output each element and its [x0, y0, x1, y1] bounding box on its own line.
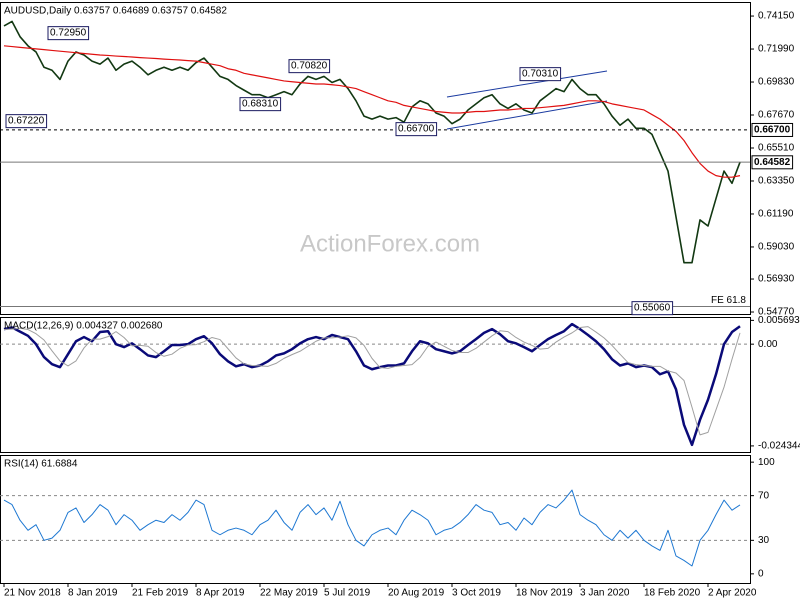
- series-group: [3, 322, 741, 447]
- label-box: [631, 301, 674, 316]
- x-tick-label: 20 Aug 2019: [388, 588, 445, 599]
- label-box: [519, 67, 562, 82]
- y-tick-label: 0.61190: [758, 209, 794, 220]
- panel-title: AUDUSD,Daily 0.63757 0.64689 0.63757 0.6…: [4, 6, 227, 17]
- annotation: 0.68310: [242, 99, 279, 110]
- x-tick-label: 21 Nov 2018: [4, 588, 61, 599]
- series-group: [3, 20, 741, 264]
- y-tick-label: 0.69830: [758, 77, 795, 88]
- y-tick-label: 0.74150: [758, 11, 795, 22]
- channel-line: [446, 100, 608, 130]
- x-tick-label: 8 Jan 2019: [68, 588, 118, 599]
- x-tick-label: 21 Feb 2019: [132, 588, 189, 599]
- label-box: [751, 122, 794, 137]
- y-tick-label: 0.65510: [758, 143, 795, 154]
- y-tick-label: 0.67670: [758, 110, 795, 121]
- series-line: [3, 45, 741, 178]
- y-tick-label: -0.024344: [758, 441, 800, 452]
- y-tick-label: 0.56930: [758, 274, 795, 285]
- panel-title: MACD(12,26,9) 0.004327 0.002680: [4, 321, 163, 332]
- x-tick-label: 3 Oct 2019: [452, 588, 501, 599]
- series-line: [3, 20, 741, 264]
- series-line: [3, 489, 741, 567]
- y-tick-label: 0.54770: [758, 307, 795, 318]
- x-tick-label: 18 Feb 2020: [644, 588, 701, 599]
- y-tick-label: 0: [758, 568, 764, 579]
- y-tick-label: 0.59030: [758, 242, 795, 253]
- level-label: 0.66700: [754, 124, 791, 135]
- label-box: [288, 59, 331, 74]
- y-tick-label: 70: [758, 490, 770, 501]
- watermark: ActionForex.com: [300, 230, 480, 257]
- channel-line: [446, 70, 608, 98]
- series-line: [3, 326, 741, 436]
- y-tick-label: 0.005693: [758, 315, 800, 326]
- level-label: FE 61.8: [711, 295, 746, 306]
- y-tick-label: 30: [758, 535, 770, 546]
- x-tick-label: 2 Apr 2020: [708, 588, 757, 599]
- label-box: [5, 114, 48, 129]
- x-tick-label: 22 May 2019: [260, 588, 318, 599]
- level-label: 0.64582: [754, 157, 791, 168]
- label-box: [751, 155, 794, 170]
- annotation: 0.72950: [50, 28, 87, 39]
- y-tick-label: 0.71990: [758, 44, 795, 55]
- x-tick-label: 18 Nov 2019: [516, 588, 573, 599]
- series-line: [3, 322, 741, 447]
- annotation: 0.70820: [291, 61, 328, 72]
- series-group: [3, 489, 741, 567]
- x-tick-label: 5 Jul 2019: [324, 588, 371, 599]
- x-tick-label: 8 Apr 2019: [196, 588, 245, 599]
- panel-frame: [0, 317, 751, 453]
- panel-title: RSI(14) 61.6884: [4, 459, 78, 470]
- y-tick-label: 0.63350: [758, 176, 795, 187]
- annotation: 0.70310: [522, 69, 559, 80]
- panel-frame: [0, 2, 751, 315]
- x-tick-label: 3 Jan 2020: [580, 588, 630, 599]
- panel-frame: [0, 455, 751, 584]
- annotation: 0.67220: [8, 116, 45, 127]
- y-tick-label: 100: [758, 457, 775, 468]
- annotation: 0.66700: [398, 124, 435, 135]
- label-box: [395, 122, 438, 137]
- y-tick-label: 0.00: [758, 339, 778, 350]
- label-box: [239, 97, 282, 112]
- annotation: 0.55060: [634, 303, 671, 314]
- label-box: [47, 26, 90, 41]
